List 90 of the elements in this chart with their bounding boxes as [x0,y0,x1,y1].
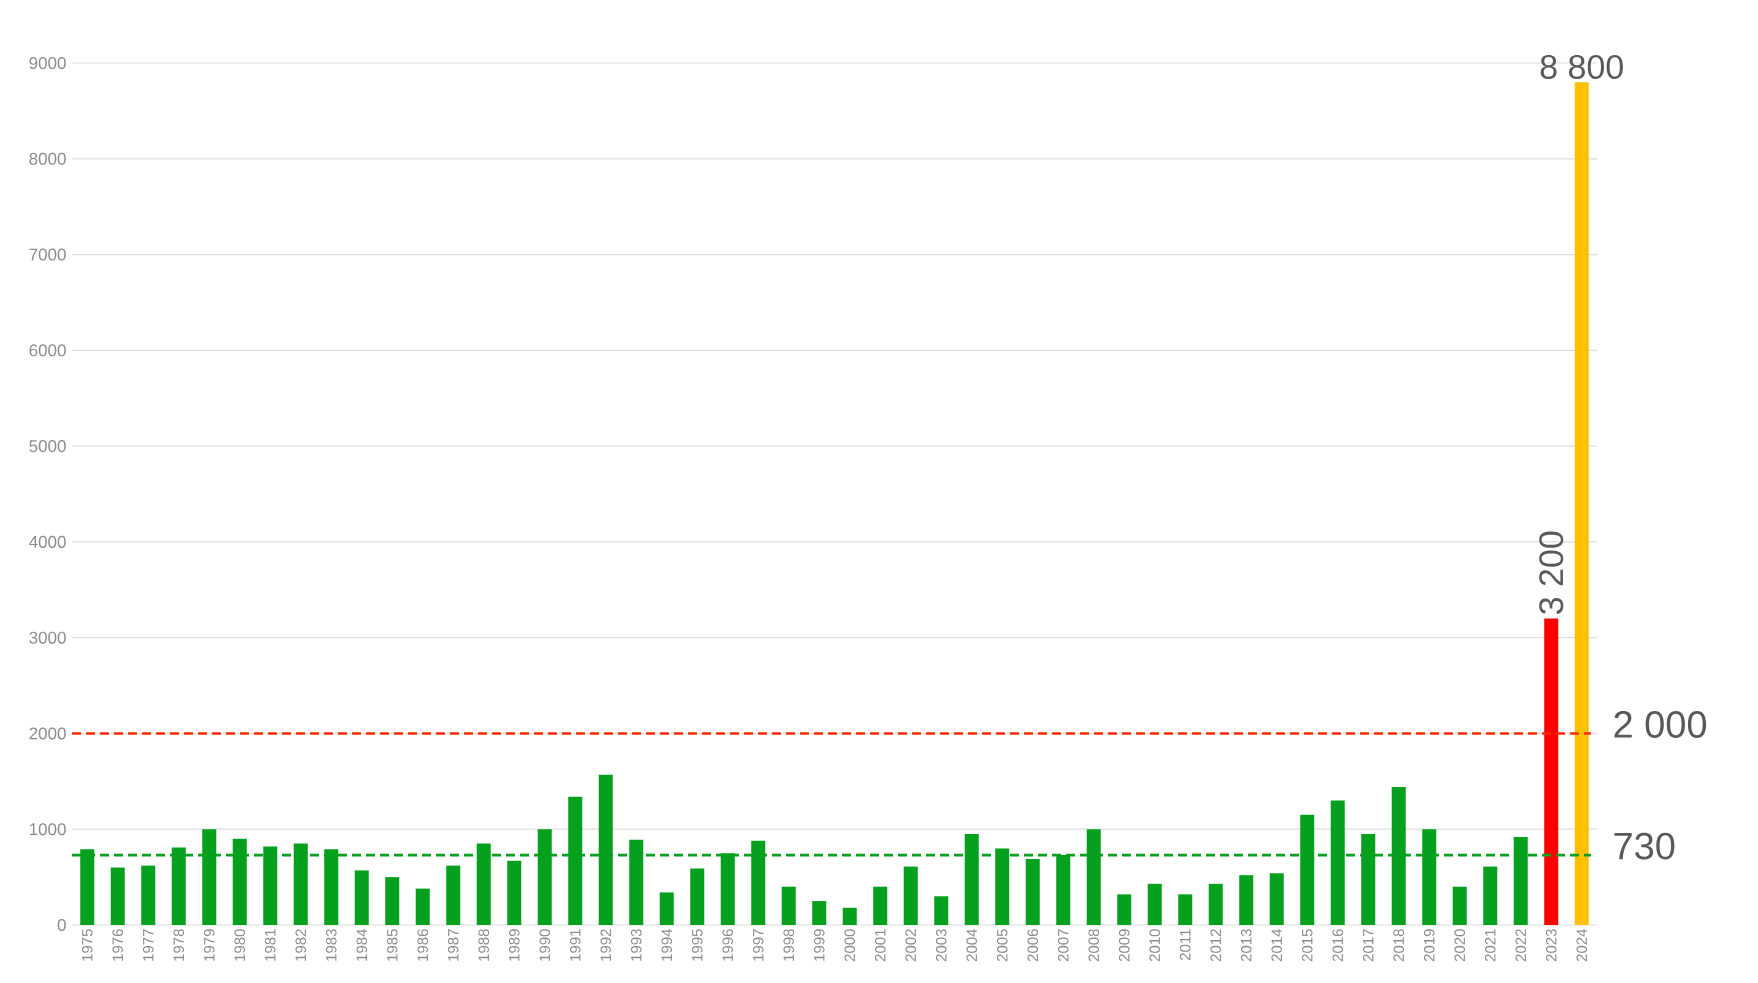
bar [110,867,125,925]
x-tick-label: 2016 [1332,929,1344,962]
bar [1178,894,1193,925]
x-tick-label: 2000 [844,929,856,962]
bar [903,866,918,925]
bar [690,868,705,925]
y-tick-label: 8000 [29,152,66,165]
x-tick-label: 1992 [600,929,612,961]
x-tick-label: 1976 [112,929,124,961]
x-tick-label: 2013 [1240,929,1252,962]
ref-line-label: 730 [1614,832,1675,860]
x-tick-label: 2008 [1088,929,1100,962]
x-tick-label: 2018 [1393,929,1405,962]
y-tick-label: 2000 [29,727,66,740]
x-tick-label: 1991 [569,929,581,961]
y-tick-label: 0 [57,918,66,932]
bar [507,860,522,925]
x-tick-label: 1982 [295,929,307,961]
bar [1117,894,1132,925]
x-tick-label: 1994 [661,928,673,961]
data-label: 3 200 [1539,531,1564,615]
x-tick-label: 1990 [539,929,551,961]
x-tick-label: 1995 [691,929,703,961]
bar [1208,883,1223,925]
x-tick-label: 2021 [1484,929,1496,962]
bar [354,870,369,925]
x-tick-label: 2014 [1271,928,1283,962]
x-tick-label: 2001 [874,929,886,962]
x-tick-label: 2020 [1454,929,1466,962]
bar [873,886,888,925]
y-tick-label: 5000 [29,440,66,453]
bar [1452,886,1467,925]
ref-line-label: 2 000 [1614,711,1707,738]
bar [446,865,461,925]
bar [1147,883,1162,925]
data-label: 8 800 [1540,54,1623,79]
x-tick-label: 1989 [508,929,520,961]
bar [141,865,156,925]
x-tick-label: 1981 [264,929,276,961]
bar [1483,866,1498,925]
bar [1544,618,1559,925]
x-tick-label: 2011 [1179,929,1191,961]
bar [1025,858,1040,925]
x-tick-label: 1975 [81,929,93,961]
x-tick-label: 2024 [1576,928,1588,962]
bar [781,886,796,925]
x-tick-label: 1977 [142,929,154,961]
x-tick-label: 2009 [1118,929,1130,962]
x-tick-label: 1979 [203,929,215,961]
y-tick-label: 6000 [29,344,66,357]
y-tick-label: 4000 [29,535,66,548]
x-tick-label: 1987 [447,929,459,961]
x-tick-label: 1983 [325,929,337,961]
x-tick-label: 1980 [234,929,246,961]
x-tick-label: 1985 [386,929,398,961]
x-tick-label: 2006 [1027,929,1039,962]
x-tick-label: 2007 [1057,929,1069,962]
bar [1269,873,1284,925]
x-tick-label: 2002 [905,929,917,962]
x-tick-label: 2022 [1515,929,1527,962]
x-tick-label: 2019 [1423,929,1435,962]
bar [812,901,827,925]
bar [934,896,949,925]
y-tick-label: 1000 [29,823,66,836]
x-tick-label: 2017 [1362,929,1374,962]
x-tick-label: 1999 [813,929,825,961]
bar [415,888,430,925]
x-tick-label: 2004 [966,928,978,962]
x-tick-label: 2005 [996,929,1008,962]
x-tick-label: 2012 [1210,929,1222,962]
x-tick-label: 1978 [173,929,185,961]
bar [1239,875,1254,925]
y-tick-label: 9000 [29,56,66,70]
y-tick-label: 7000 [29,248,66,261]
y-tick-label: 3000 [29,631,66,644]
x-tick-label: 1986 [417,929,429,961]
x-tick-label: 1997 [752,929,764,961]
bar [385,877,400,925]
x-tick-label: 1988 [478,929,490,961]
bar [659,892,674,925]
bar [842,907,857,925]
x-tick-label: 1996 [722,929,734,961]
x-tick-label: 2015 [1301,929,1313,962]
x-tick-label: 2023 [1545,929,1557,962]
x-tick-label: 1998 [783,929,795,961]
x-tick-label: 1984 [356,928,368,961]
x-tick-label: 2003 [935,929,947,962]
x-tick-label: 1993 [630,929,642,961]
bar [1574,82,1589,925]
x-tick-label: 2010 [1149,929,1161,962]
